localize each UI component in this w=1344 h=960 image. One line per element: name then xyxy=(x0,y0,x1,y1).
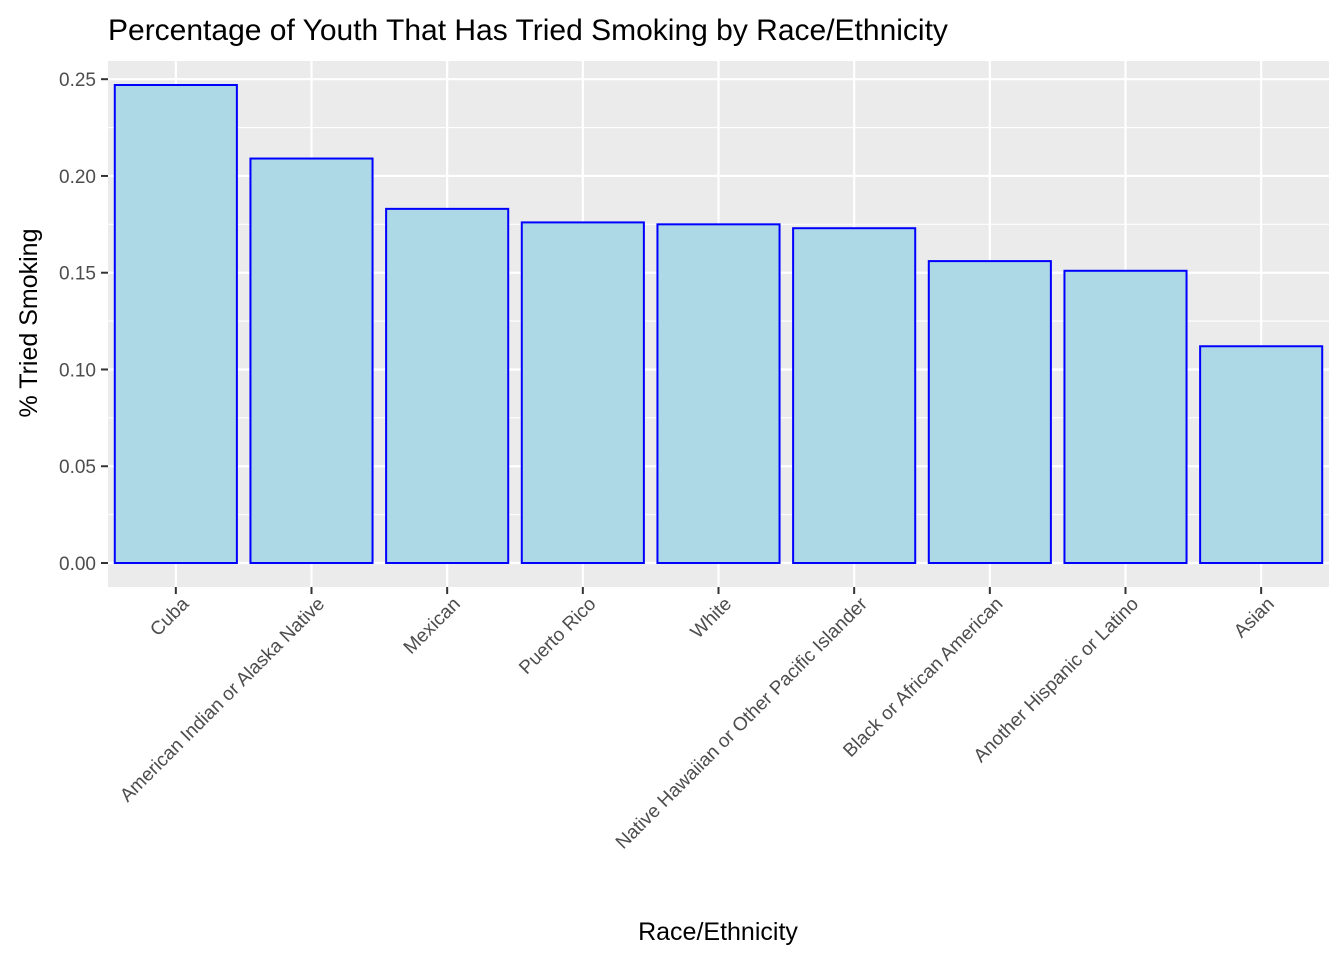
bar xyxy=(113,83,238,565)
bar xyxy=(385,207,510,565)
bar xyxy=(520,221,645,565)
bars xyxy=(113,83,1324,565)
y-tick-label: 0.00 xyxy=(59,554,96,575)
chart-title: Percentage of Youth That Has Tried Smoki… xyxy=(108,14,948,47)
y-tick-label: 0.25 xyxy=(59,70,96,91)
x-tick-label: Puerto Rico xyxy=(515,594,600,679)
bar xyxy=(656,223,781,565)
x-tick-label: Black or African American xyxy=(839,594,1007,762)
x-tick-label: Cuba xyxy=(146,593,193,640)
bar xyxy=(792,227,917,565)
y-tick-label: 0.10 xyxy=(59,360,96,381)
y-tick-label: 0.20 xyxy=(59,167,96,188)
x-tick-label: White xyxy=(687,594,736,643)
bar xyxy=(1199,345,1324,565)
y-tick-label: 0.15 xyxy=(59,264,96,285)
y-axis-title: % Tried Smoking xyxy=(15,229,43,418)
y-axis: 0.00 0.05 0.10 0.15 0.20 0.25 xyxy=(59,70,108,575)
x-tick-label: Mexican xyxy=(400,594,465,659)
bar xyxy=(249,157,374,565)
bar xyxy=(1063,269,1188,565)
x-axis-title: Race/Ethnicity xyxy=(638,918,798,946)
bar xyxy=(927,260,1052,565)
x-tick-label: Asian xyxy=(1230,594,1278,642)
x-tick-label: Native Hawaiian or Other Pacific Islande… xyxy=(612,593,872,853)
y-tick-label: 0.05 xyxy=(59,457,96,478)
